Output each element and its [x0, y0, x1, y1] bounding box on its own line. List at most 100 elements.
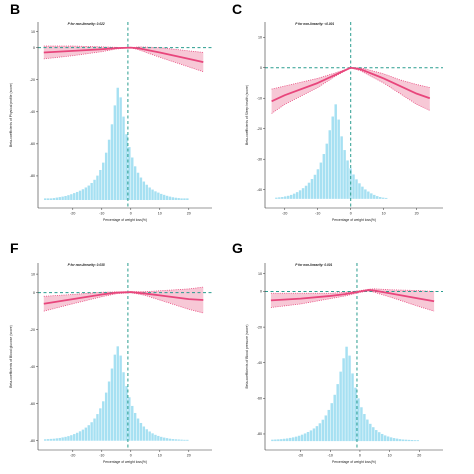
histogram-bar — [354, 387, 357, 442]
histogram-bar — [310, 179, 314, 199]
y-tick-label: 10 — [258, 272, 262, 276]
histogram-bar — [64, 195, 67, 200]
x-tick-label: 10 — [382, 212, 386, 216]
histogram-bar — [183, 198, 186, 200]
histogram-bar — [375, 430, 378, 442]
histogram-bar — [313, 174, 317, 199]
histogram-bar — [377, 432, 381, 442]
histogram-bar — [315, 426, 319, 442]
y-tick-label: -60 — [30, 402, 35, 406]
histogram-bar — [298, 190, 302, 199]
histogram-bar — [90, 422, 93, 441]
histogram-bar — [128, 397, 131, 441]
histogram-bar — [67, 436, 70, 441]
histogram-bar — [99, 408, 102, 441]
chart-panel-c: C -20 -10 0 10 20 -40 -30 -20 -10 0 10 P for non-lin… — [232, 1, 443, 222]
histogram-bar — [334, 104, 337, 199]
histogram-bar — [327, 409, 331, 442]
histogram-bar — [119, 97, 122, 200]
histogram-bar — [75, 432, 79, 441]
ci-lower-line — [43, 292, 204, 314]
histogram-bar — [358, 183, 361, 199]
x-tick-label: -20 — [298, 454, 303, 458]
histogram-bar — [325, 143, 329, 199]
histogram-bar — [133, 412, 137, 441]
histogram-bar — [366, 419, 369, 442]
x-tick-label: -10 — [315, 212, 320, 216]
histogram-bar — [186, 439, 189, 441]
histogram-bar — [145, 429, 148, 441]
histogram-bar — [168, 438, 172, 441]
y-tick-label: -20 — [257, 127, 262, 131]
histogram-bar — [174, 197, 177, 200]
histogram-bar — [162, 194, 166, 200]
histogram-bar — [148, 187, 151, 200]
histogram-bar — [291, 437, 295, 442]
histogram-bar — [157, 435, 160, 441]
histogram-bar — [133, 166, 137, 200]
x-tick-label: 20 — [415, 212, 419, 216]
histogram-bar — [416, 440, 420, 442]
histogram-bar — [292, 193, 296, 199]
y-tick-label: 0 — [260, 66, 262, 70]
histogram-bar — [78, 190, 82, 200]
histogram-bar — [84, 427, 88, 441]
y-tick-label: 10 — [258, 35, 262, 39]
y-tick-label: 10 — [31, 30, 35, 34]
histogram-bar — [131, 405, 134, 441]
histogram-bar — [61, 196, 64, 200]
histogram-bar — [171, 439, 175, 441]
fitted-curve — [43, 46, 204, 63]
chart-panel-g: G -20 -10 0 10 20 -80 -60 -40 -20 0 10 P for non-lin… — [232, 240, 443, 464]
y-tick-label: -20 — [257, 325, 262, 329]
x-tick-label: 0 — [359, 454, 361, 458]
histogram — [271, 346, 420, 442]
x-tick-label: 0 — [130, 454, 132, 458]
histogram-bar — [87, 185, 90, 200]
histogram-bar — [104, 152, 108, 200]
histogram-bar — [376, 196, 379, 199]
x-axis-label: Percentage of weight loss(%) — [103, 460, 147, 464]
histogram-bar — [297, 435, 301, 442]
histogram-bar — [295, 192, 299, 199]
histogram-bar — [407, 439, 411, 442]
histogram-bar — [288, 437, 292, 442]
histogram-bar — [107, 139, 111, 200]
histogram-bar — [116, 87, 119, 200]
histogram-bar — [139, 177, 143, 200]
histogram-bar — [58, 437, 61, 441]
histogram-bar — [177, 439, 180, 441]
histogram-bar — [373, 194, 376, 199]
histogram-bar — [113, 105, 117, 200]
histogram-bar — [186, 198, 189, 200]
histogram-bar — [271, 439, 274, 442]
histogram-bar — [84, 187, 88, 200]
histogram-bar — [367, 191, 370, 199]
histogram-bar — [49, 198, 53, 200]
histogram-bar — [154, 191, 157, 200]
histogram-bar — [139, 422, 143, 441]
histogram-bar — [180, 198, 183, 200]
histogram-bar — [183, 439, 186, 441]
histogram-bar — [104, 392, 108, 441]
histogram-bar — [372, 427, 375, 442]
histogram-bar — [339, 371, 342, 442]
histogram-bar — [294, 436, 298, 442]
panel-letter: B — [10, 1, 20, 17]
histogram-bar — [67, 195, 70, 200]
histogram-bar — [328, 130, 332, 199]
histogram-bar — [113, 354, 117, 441]
y-tick-label: -80 — [30, 174, 35, 178]
histogram-bar — [401, 439, 405, 442]
histogram-bar — [81, 189, 85, 200]
histogram-bar — [322, 154, 326, 199]
histogram-bar — [122, 372, 125, 441]
histogram-bar — [392, 438, 396, 442]
histogram-bar — [160, 193, 163, 200]
histogram-bar — [330, 403, 333, 442]
histogram-bar — [125, 134, 128, 200]
p-value-annotation: P for non-linearity: 0.022 — [68, 22, 105, 26]
x-tick-label: -10 — [99, 454, 104, 458]
y-tick-label: 10 — [31, 272, 35, 276]
confidence-band — [43, 287, 204, 313]
